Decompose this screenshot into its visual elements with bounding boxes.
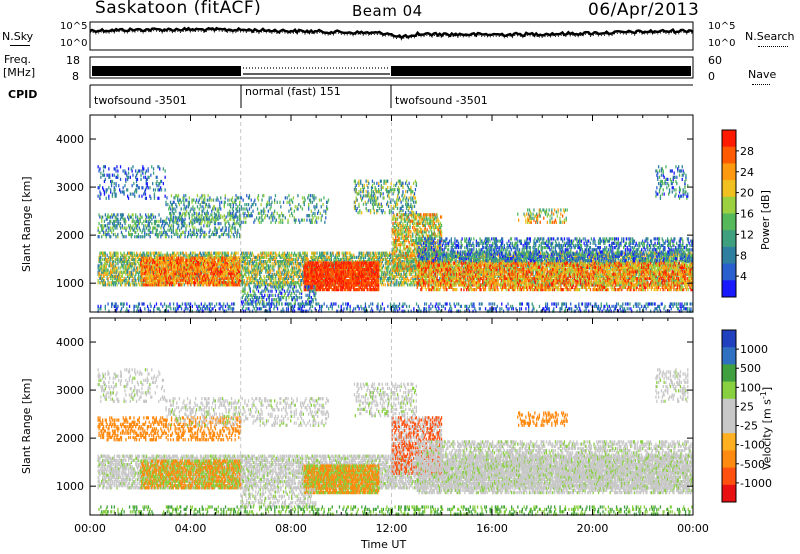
colorbar-segment bbox=[722, 330, 736, 348]
colorbar-segment bbox=[722, 197, 736, 214]
cpid-segment-3: twofsound -3501 bbox=[395, 94, 488, 107]
colorbar-segment bbox=[722, 230, 736, 247]
ytick-label: 3000 bbox=[56, 181, 84, 194]
colorbar-segment bbox=[722, 416, 736, 434]
colorbar-segment bbox=[722, 147, 736, 164]
colorbar-tick-label: 4 bbox=[740, 270, 747, 283]
velocity-cbar-title: Velocity [m s-1] bbox=[759, 387, 774, 470]
colorbar-segment bbox=[722, 264, 736, 281]
freq-tick-bottom: 8 bbox=[72, 70, 79, 83]
power-ylabel: Slant Range [km] bbox=[20, 176, 33, 272]
colorbar-tick-label: 24 bbox=[740, 166, 754, 179]
freq-band-3 bbox=[391, 66, 691, 76]
colorbar-segment bbox=[722, 364, 736, 382]
colorbar-tick-label: -1000 bbox=[740, 477, 772, 490]
colorbar-segment bbox=[722, 433, 736, 451]
colorbar-segment bbox=[722, 347, 736, 365]
nsearch-tick-bottom: 10^0 bbox=[708, 38, 735, 49]
ytick-label: 4000 bbox=[56, 336, 84, 349]
freq-band-1 bbox=[92, 66, 241, 76]
colorbar-tick-label: 500 bbox=[740, 362, 761, 375]
colorbar-tick-label: 20 bbox=[740, 187, 754, 200]
colorbar-segment bbox=[722, 382, 736, 400]
colorbar-tick-label: 100 bbox=[740, 381, 761, 394]
nsky-panel bbox=[90, 22, 693, 50]
colorbar-segment bbox=[722, 280, 736, 297]
xtick-label: 08:00 bbox=[275, 522, 307, 535]
freq-panel bbox=[90, 57, 693, 78]
xtick-label: 16:00 bbox=[476, 522, 508, 535]
colorbar-segment bbox=[722, 163, 736, 180]
nsearch-tick-top: 10^5 bbox=[708, 21, 735, 32]
velocity-ylabel: Slant Range [km] bbox=[20, 378, 33, 474]
ytick-label: 3000 bbox=[56, 384, 84, 397]
colorbar-segment bbox=[722, 130, 736, 147]
xtick-label: 12:00 bbox=[376, 522, 408, 535]
freq-tick-top: 18 bbox=[66, 54, 80, 67]
colorbar-tick-label: 25 bbox=[740, 400, 754, 413]
power-panel: 1000 2000 3000 4000 bbox=[56, 115, 693, 313]
colorbar-segment bbox=[722, 247, 736, 264]
nave-tick-bottom: 0 bbox=[708, 70, 715, 83]
colorbar-segment bbox=[722, 485, 736, 503]
nsky-tick-bottom: 10^0 bbox=[60, 38, 87, 49]
x-axis-label: Time UT bbox=[361, 538, 406, 551]
ytick-label: 2000 bbox=[56, 432, 84, 445]
xtick-label: 00:00 bbox=[677, 522, 709, 535]
cpid-segment-2: normal (fast) 151 bbox=[245, 85, 341, 98]
velocity-panel: 1000 2000 3000 4000 bbox=[56, 318, 693, 516]
colorbar-segment bbox=[722, 180, 736, 197]
colorbar-tick-label: 12 bbox=[740, 228, 754, 241]
xtick-label: 04:00 bbox=[175, 522, 207, 535]
colorbar-segment bbox=[722, 468, 736, 486]
colorbar-tick-label: 16 bbox=[740, 208, 754, 221]
xtick-label: 00:00 bbox=[74, 522, 106, 535]
ytick-label: 2000 bbox=[56, 229, 84, 242]
colorbar-tick-label: 28 bbox=[740, 145, 754, 158]
colorbar-segment bbox=[722, 214, 736, 231]
nave-tick-top: 60 bbox=[708, 54, 722, 67]
colorbar-segment bbox=[722, 399, 736, 417]
ytick-label: 1000 bbox=[56, 480, 84, 493]
ytick-label: 1000 bbox=[56, 277, 84, 290]
ytick-label: 4000 bbox=[56, 133, 84, 146]
colorbar-tick-label: 8 bbox=[740, 249, 747, 262]
nsky-tick-top: 10^5 bbox=[60, 21, 87, 32]
colorbar-segment bbox=[722, 450, 736, 468]
power-cbar-title: Power [dB] bbox=[759, 190, 772, 250]
colorbar-tick-label: 1000 bbox=[740, 343, 768, 356]
xtick-label: 20:00 bbox=[577, 522, 609, 535]
cpid-segment-1: twofsound -3501 bbox=[94, 94, 187, 107]
power-colorbar: 4 8 12 16 20 24 28 bbox=[722, 130, 754, 298]
colorbar-tick-label: -25 bbox=[740, 420, 758, 433]
